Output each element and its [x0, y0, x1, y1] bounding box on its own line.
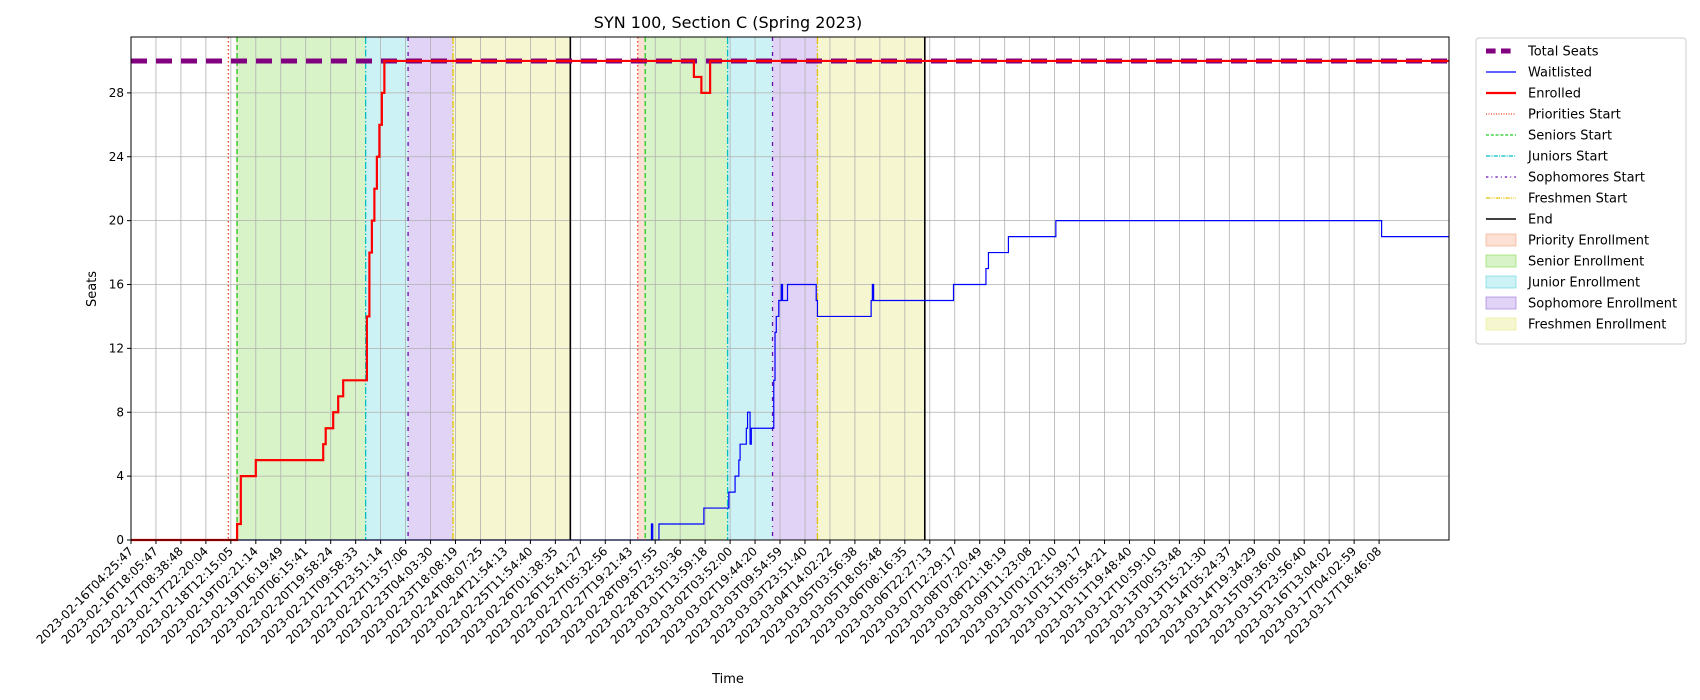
band-freshmen-enrollment: [817, 37, 925, 540]
legend-swatch-junior-enrollment: [1485, 275, 1517, 289]
y-tick-label: 0: [116, 533, 124, 547]
series-lines: [131, 58, 1449, 542]
y-tick-label: 20: [109, 214, 124, 228]
x-axis-label: Time: [711, 672, 744, 687]
band-senior-enrollment: [237, 37, 366, 540]
y-tick-label: 16: [109, 278, 124, 292]
series-waitlisted: [131, 220, 1449, 541]
band-priority-enrollment: [637, 37, 646, 540]
legend-label-freshmen-start: Freshmen Start: [1528, 192, 1627, 207]
x-axis-ticks: 2023-02-16T04:25:472023-02-16T18:05:4720…: [34, 540, 1384, 647]
grid: [130, 37, 1449, 541]
y-axis-label: Seats: [85, 271, 100, 307]
legend-label-end: End: [1528, 213, 1553, 228]
chart-title: SYN 100, Section C (Spring 2023): [594, 13, 862, 32]
band-junior-enrollment: [365, 37, 409, 540]
legend-label-enrolled: Enrolled: [1528, 87, 1581, 102]
legend-swatch-priority-enrollment: [1485, 233, 1517, 247]
legend-label-waitlisted: Waitlisted: [1528, 66, 1592, 81]
legend-label-juniors-start: Juniors Start: [1527, 150, 1608, 165]
legend-label-total-seats: Total Seats: [1527, 45, 1599, 60]
legend-label-sophomore-enrollment: Sophomore Enrollment: [1528, 297, 1677, 312]
y-tick-label: 8: [116, 405, 124, 419]
legend-label-senior-enrollment: Senior Enrollment: [1528, 255, 1644, 270]
y-tick-label: 4: [116, 469, 124, 483]
band-freshmen-enrollment: [453, 37, 571, 540]
legend-label-seniors-start: Seniors Start: [1528, 129, 1612, 144]
plot-frame: [130, 36, 1450, 541]
y-tick-label: 28: [109, 86, 124, 100]
phase-lines: [227, 37, 926, 540]
band-junior-enrollment: [727, 37, 773, 540]
y-tick-label: 12: [109, 341, 124, 355]
legend-label-priorities-start: Priorities Start: [1528, 108, 1621, 123]
legend-label-sophomores-start: Sophomores Start: [1528, 171, 1645, 186]
legend-label-freshmen-enrollment: Freshmen Enrollment: [1528, 318, 1666, 333]
legend-label-junior-enrollment: Junior Enrollment: [1527, 276, 1640, 291]
legend: Total Seats Waitlisted Enrolled Priorities …: [1475, 37, 1687, 345]
legend-swatch-freshmen-enrollment: [1485, 317, 1517, 331]
series-enrolled: [131, 59, 1449, 542]
band-sophomore-enrollment: [772, 37, 818, 540]
legend-label-priority-enrollment: Priority Enrollment: [1528, 234, 1649, 249]
legend-box: [1475, 37, 1687, 345]
legend-swatch-sophomore-enrollment: [1485, 296, 1517, 310]
y-axis-ticks: 0 4 8 12 16 20 24 28: [109, 86, 131, 547]
legend-swatch-senior-enrollment: [1485, 254, 1517, 268]
band-senior-enrollment: [645, 37, 728, 540]
y-tick-label: 24: [109, 150, 124, 164]
